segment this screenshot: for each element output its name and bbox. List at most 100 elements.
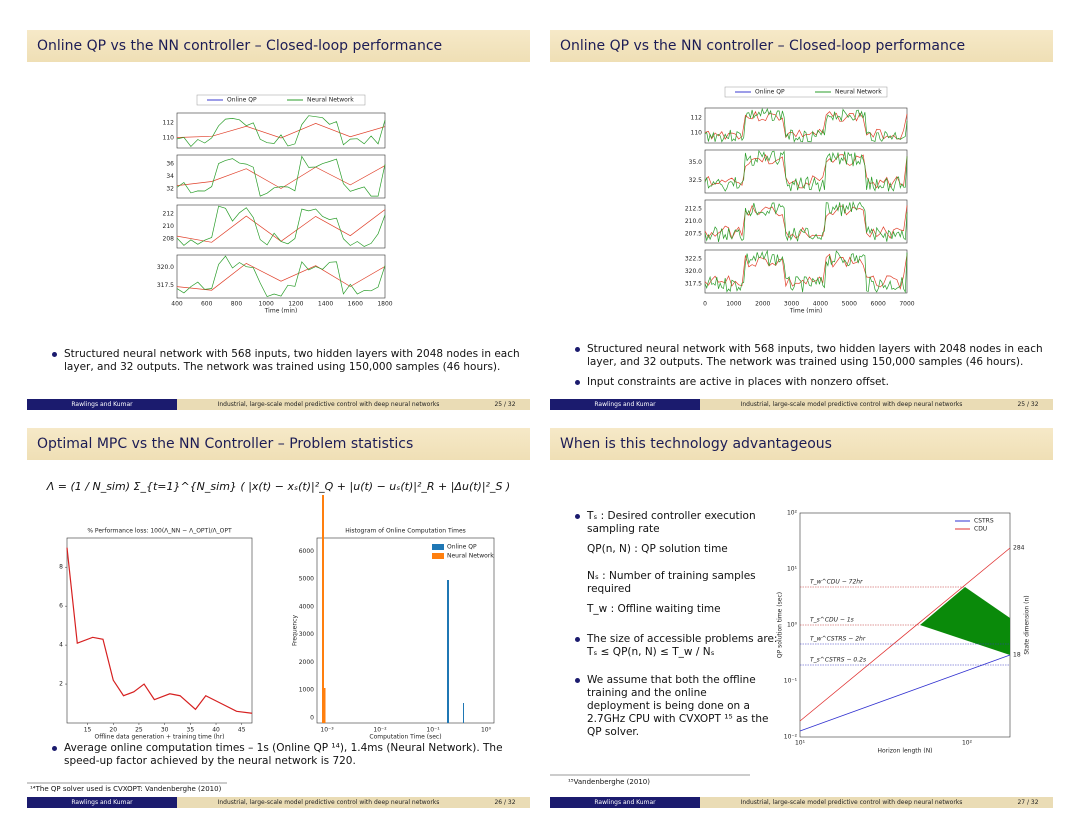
legend-label: Neural Network [835, 89, 882, 96]
legend-label: CSTRS [974, 518, 994, 525]
y-tick-label: 320.0 [157, 264, 174, 271]
x-tick-label: 1200 [288, 301, 303, 308]
legend-label: Neural Network [447, 553, 494, 560]
panel [176, 112, 386, 149]
footer-page: 26 / 32 [480, 797, 530, 808]
slide-title: Online QP vs the NN controller – Closed-… [550, 30, 1053, 62]
response-line [176, 115, 386, 148]
footer-talk: Industrial, large-scale model predictive… [177, 399, 480, 410]
x-tick-label: 25 [135, 727, 143, 734]
figure: % Performance loss: 100(Λ_NN − Λ_OPT)/Λ_… [27, 495, 495, 784]
y-tick-label: 317.5 [157, 282, 174, 289]
y-tick-label: 320.0 [685, 268, 702, 275]
plot-title: Histogram of Online Computation Times [345, 528, 466, 535]
figure: 10⁻² 10⁻¹ 10⁰ 10¹ 10² 10¹ 10² 284 18 T_w^CDU − 72… [550, 510, 1031, 776]
plot-frame [316, 537, 495, 724]
histogram-bar [324, 688, 326, 723]
y-tick-label: 36 [166, 160, 174, 167]
x-tick-label: 0 [703, 301, 707, 308]
response-line [176, 155, 386, 197]
footnote: ¹⁴The QP solver used is CVXOPT: Vandenbe… [30, 785, 222, 793]
footer-author: Rawlings and Kumar [550, 797, 700, 808]
x-axis-label: Offline data generation + training time … [94, 734, 224, 741]
x-tick-label: 35 [187, 727, 195, 734]
response-line [176, 205, 386, 247]
figure: Online QP Neural Network 112 110 36 34 32 212 21… [157, 94, 393, 315]
panel [176, 254, 386, 299]
legend-label: CDU [974, 526, 987, 533]
x-tick-label: 10⁻¹ [426, 727, 440, 734]
footer-talk: Industrial, large-scale model predictive… [700, 399, 1003, 410]
histogram-bar [463, 703, 464, 723]
y-tick-label: 2 [59, 681, 63, 688]
reference-line [176, 123, 386, 139]
footer-author: Rawlings and Kumar [550, 399, 700, 410]
bullet: Tₛ : Desired controller execution sampli… [575, 510, 787, 536]
x-tick-label: 1000 [259, 301, 274, 308]
footnote: ¹⁵Vandenberghe (2010) [568, 778, 650, 786]
y-tick-label: 110 [691, 129, 703, 136]
threshold-label: T_w^CSTRS − 2hr [810, 636, 866, 643]
x-tick-label: 15 [84, 727, 92, 734]
y-tick-label: 10¹ [787, 566, 798, 573]
y-tick-label: 208 [163, 236, 175, 243]
y-tick-label: 210.0 [685, 218, 702, 225]
x-axis-label: Time (min) [789, 308, 823, 315]
plot-title: % Performance loss: 100(Λ_NN − Λ_OPT)/Λ_… [87, 528, 232, 535]
panel [176, 154, 386, 199]
x-tick-label: 4000 [813, 301, 828, 308]
y-tick-label: 212.5 [685, 205, 702, 212]
x-tick-label: 3000 [784, 301, 799, 308]
footer-author: Rawlings and Kumar [27, 797, 177, 808]
x-tick-label: 1600 [348, 301, 363, 308]
y-tick-label: 317.5 [685, 281, 702, 288]
footer: Rawlings and Kumar Industrial, large-scal… [27, 399, 530, 410]
panel [176, 204, 386, 249]
y-tick-label: 322.5 [685, 255, 702, 262]
x-tick-label: 6000 [871, 301, 886, 308]
x-axis-label: Time (min) [264, 308, 298, 315]
bullet: Structured neural network with 568 input… [575, 343, 1057, 369]
x-tick-label: 1000 [726, 301, 741, 308]
threshold-label: T_s^CSTRS − 0.2s [810, 657, 866, 664]
x-tick-label: 1800 [377, 301, 392, 308]
footer: Rawlings and Kumar Industrial, large-scal… [27, 797, 530, 808]
definition: T_w : Offline waiting time [587, 603, 721, 615]
y-tick-label: 10⁻¹ [784, 678, 798, 685]
x-axis-label: Horizon length (N) [877, 748, 932, 755]
feasible-region [920, 587, 1010, 655]
y-tick-label: 3000 [299, 631, 314, 638]
slide-title: Optimal MPC vs the NN Controller – Probl… [27, 428, 530, 460]
y2-tick-label: 18 [1013, 652, 1021, 659]
x-tick-label: 10⁻³ [320, 727, 334, 734]
plot-frame [66, 537, 253, 724]
y-axis-label: Frequency [292, 615, 299, 646]
y-axis-label: QP solution time (sec) [777, 592, 784, 658]
bullet: Structured neural network with 568 input… [52, 348, 534, 374]
legend-swatch [432, 544, 444, 550]
figure: Online QP Neural Network 112 110 35.0 32.5 212… [685, 86, 915, 315]
reference-line [176, 209, 386, 243]
legend-swatch [432, 553, 444, 559]
panel [704, 149, 908, 194]
y-tick-label: 4 [59, 642, 63, 649]
x-tick-label: 20 [109, 727, 117, 734]
slide: When is this technology advantageous Rawl… [550, 428, 1053, 808]
y-tick-label: 10² [787, 510, 798, 517]
y-tick-label: 210 [163, 223, 175, 230]
footer-page: 25 / 32 [480, 399, 530, 410]
y-tick-label: 112 [691, 115, 703, 122]
x-tick-label: 600 [201, 301, 213, 308]
x-tick-label: 40 [212, 727, 220, 734]
slide-title: Online QP vs the NN controller – Closed-… [27, 30, 530, 62]
y-tick-label: 6000 [299, 548, 314, 555]
response-line [704, 107, 908, 143]
y-tick-label: 110 [163, 134, 175, 141]
reference-line [704, 110, 908, 140]
y-tick-label: 207.5 [685, 231, 702, 238]
reference-line [176, 165, 386, 189]
slide: Optimal MPC vs the NN Controller – Probl… [27, 428, 530, 808]
x-tick-label: 10² [962, 740, 973, 747]
x-tick-label: 30 [161, 727, 169, 734]
reference-line [704, 253, 908, 290]
